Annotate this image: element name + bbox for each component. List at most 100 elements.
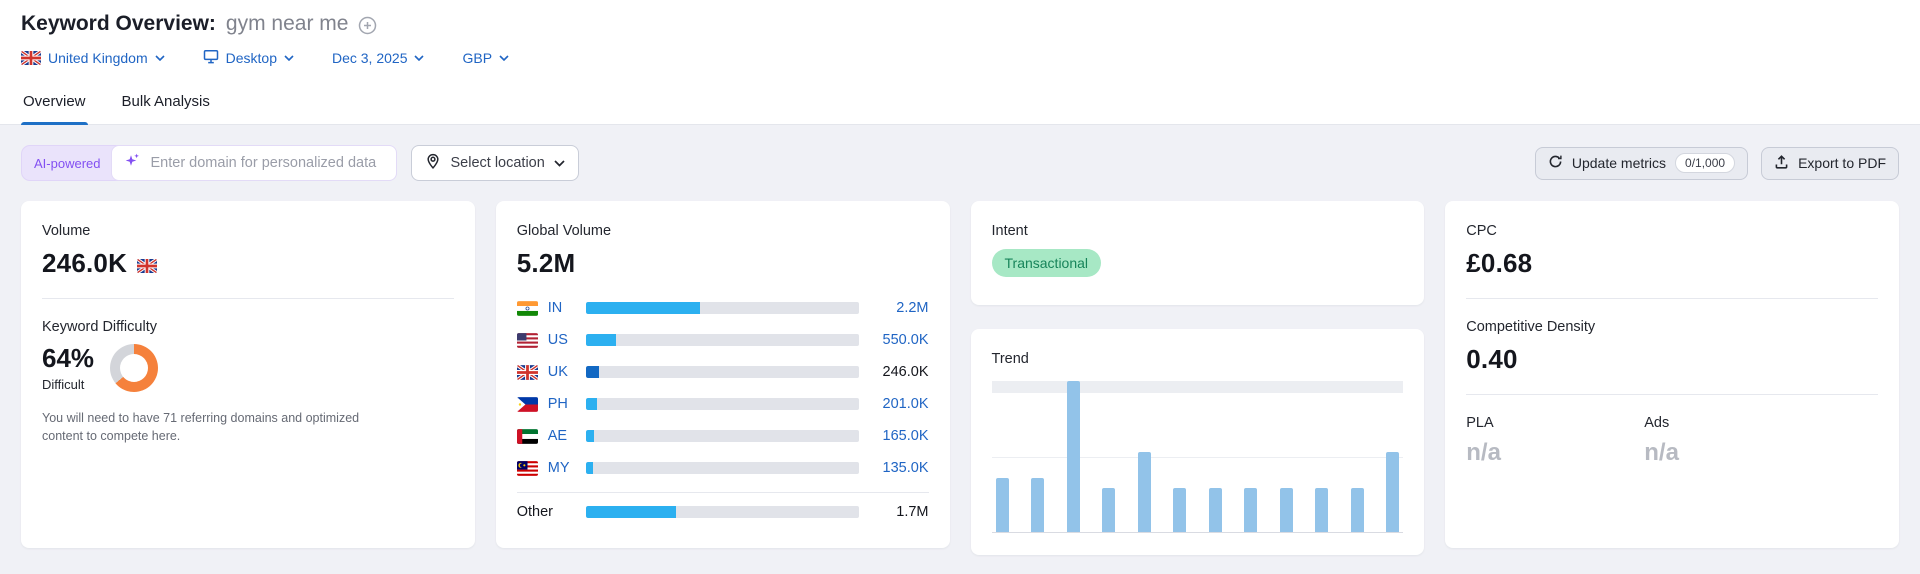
country-code-link[interactable]: US <box>547 332 568 348</box>
volume-bar-fill <box>585 334 616 346</box>
select-location-dropdown[interactable]: Select location <box>411 145 579 181</box>
other-label: Other <box>516 504 554 520</box>
volume-bar-fill <box>585 506 676 518</box>
add-keyword-icon[interactable] <box>358 16 377 35</box>
country-volume-value[interactable]: 550.0K <box>882 332 929 348</box>
global-volume-label: Global Volume <box>516 223 612 239</box>
cpc-card: CPC £0.68 Competitive Density 0.40 PLA n… <box>1445 201 1899 548</box>
chevron-down-icon <box>414 55 425 61</box>
cpc-label: CPC <box>1466 223 1497 239</box>
tab-bulk-analysis[interactable]: Bulk Analysis <box>121 93 210 110</box>
volume-bar-fill <box>585 430 595 442</box>
in-flag-icon <box>516 300 538 316</box>
update-metrics-count: 0/1,000 <box>1675 153 1736 173</box>
country-volume-list: IN 2.2M US 550.0K UK 246.0K PH 201.0K AE 165.0K MY… <box>516 295 929 525</box>
page-header: Keyword Overview: gym near me United Kin… <box>0 0 1920 125</box>
country-selector[interactable]: United Kingdom <box>21 50 165 66</box>
intent-badge[interactable]: Transactional <box>991 249 1102 277</box>
chevron-down-icon <box>554 159 565 167</box>
difficulty-gauge <box>110 343 159 392</box>
column-intent-trend: Intent Transactional Trend <box>970 201 1425 555</box>
export-to-pdf-button[interactable]: Export to PDF <box>1761 146 1899 180</box>
keyword-difficulty-value: 64% <box>42 343 95 373</box>
gridline <box>991 457 1404 458</box>
country-label: United Kingdom <box>48 50 148 66</box>
export-to-pdf-label: Export to PDF <box>1798 155 1886 171</box>
update-metrics-button[interactable]: Update metrics 0/1,000 <box>1534 146 1749 180</box>
trend-bar <box>995 477 1009 532</box>
domain-input[interactable] <box>150 155 385 171</box>
country-code-link[interactable]: IN <box>547 300 563 316</box>
domain-input-box <box>111 145 398 181</box>
trend-label: Trend <box>991 351 1029 367</box>
trend-chart <box>991 381 1404 533</box>
country-volume-value[interactable]: 201.0K <box>882 396 929 412</box>
chevron-down-icon <box>499 55 509 61</box>
country-volume-value[interactable]: 165.0K <box>882 428 929 444</box>
divider <box>1466 394 1878 395</box>
country-code-link[interactable]: UK <box>547 364 568 380</box>
country-volume-value[interactable]: 2.2M <box>896 300 929 316</box>
page-title: Keyword Overview: <box>21 12 216 35</box>
tab-overview[interactable]: Overview <box>21 87 88 125</box>
country-volume-row: UK 246.0K <box>516 359 929 385</box>
currency-selector[interactable]: GBP <box>462 50 509 66</box>
ae-flag-icon <box>516 428 538 444</box>
filters-row: United Kingdom Desktop Dec 3, 2025 GBP <box>21 49 1899 67</box>
volume-bar-fill <box>585 398 597 410</box>
date-selector[interactable]: Dec 3, 2025 <box>332 50 425 66</box>
volume-card: Volume 246.0K Keyword Difficulty 64% Dif… <box>21 201 475 548</box>
pla-label: PLA <box>1466 415 1494 431</box>
uk-flag-icon <box>137 258 158 273</box>
device-selector[interactable]: Desktop <box>203 49 294 67</box>
trend-bar <box>1137 451 1151 532</box>
divider <box>1466 298 1878 299</box>
country-volume-value[interactable]: 135.0K <box>882 460 929 476</box>
trend-bar <box>1279 488 1293 532</box>
toolbar-right: Update metrics 0/1,000 Export to PDF <box>1534 146 1899 180</box>
trend-bar <box>1244 488 1258 532</box>
volume-bar-track <box>585 302 859 314</box>
volume-bar-track <box>585 366 859 378</box>
volume-bar-track <box>585 462 859 474</box>
chart-baseline <box>991 532 1404 533</box>
volume-bar-track <box>585 506 859 518</box>
toolbar-left: AI-powered Select location <box>21 145 579 181</box>
trend-bar <box>1031 477 1045 532</box>
intent-card: Intent Transactional <box>970 201 1425 305</box>
ph-flag-icon <box>516 396 538 412</box>
divider <box>516 492 929 493</box>
trend-bar <box>1386 451 1400 532</box>
country-volume-row: AE 165.0K <box>516 423 929 449</box>
ads-value: n/a <box>1644 439 1679 466</box>
country-code-link[interactable]: MY <box>547 460 570 476</box>
keyword-difficulty-level: Difficult <box>42 377 85 392</box>
map-pin-icon <box>425 153 441 174</box>
upload-icon <box>1774 154 1789 173</box>
device-label: Desktop <box>225 50 277 66</box>
difficulty-note: You will need to have 71 referring domai… <box>42 411 360 444</box>
country-volume-row: MY 135.0K <box>516 455 929 481</box>
global-volume-value: 5.2M <box>516 248 576 278</box>
global-volume-card: Global Volume 5.2M IN 2.2M US 550.0K UK 246.0… <box>495 201 950 548</box>
trend-bar <box>1208 488 1222 532</box>
intent-label: Intent <box>991 223 1028 239</box>
main-content: AI-powered Select location Update metric… <box>0 125 1920 555</box>
competitive-density-value: 0.40 <box>1466 344 1518 374</box>
country-code-link[interactable]: PH <box>547 396 568 412</box>
competitive-density-label: Competitive Density <box>1466 319 1596 335</box>
divider <box>42 298 454 299</box>
volume-bar-track <box>585 334 859 346</box>
column-volume: Volume 246.0K Keyword Difficulty 64% Dif… <box>21 201 475 548</box>
country-volume-value: 1.7M <box>896 504 929 520</box>
country-code-link[interactable]: AE <box>547 428 568 444</box>
trend-card: Trend <box>970 329 1425 555</box>
toolbar: AI-powered Select location Update metric… <box>21 145 1899 181</box>
trend-bar <box>1102 488 1116 532</box>
my-flag-icon <box>516 460 538 476</box>
us-flag-icon <box>516 332 538 348</box>
ads-label: Ads <box>1644 415 1670 431</box>
update-metrics-label: Update metrics <box>1571 155 1667 171</box>
select-location-label: Select location <box>450 155 545 171</box>
gridline <box>991 381 1404 393</box>
